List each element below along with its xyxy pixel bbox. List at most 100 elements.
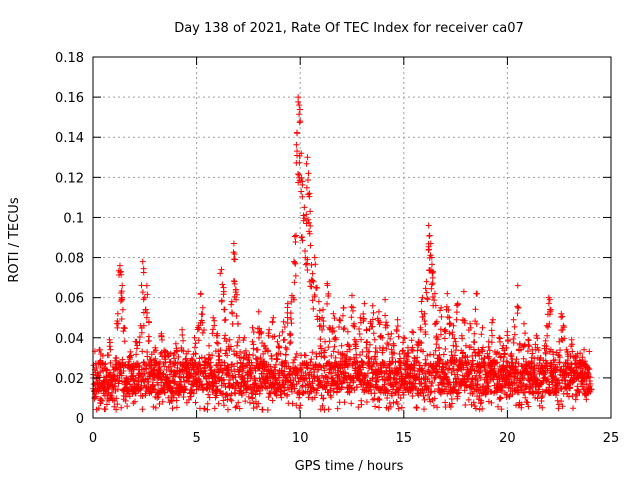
- data-point: [199, 311, 206, 318]
- data-point: [406, 379, 413, 386]
- data-point: [123, 375, 130, 382]
- chart-title: Day 138 of 2021, Rate Of TEC Index for r…: [174, 21, 524, 36]
- data-point: [112, 365, 119, 372]
- data-point: [249, 324, 256, 331]
- data-point: [259, 362, 266, 369]
- data-point: [97, 399, 104, 406]
- data-point: [232, 390, 239, 397]
- data-point: [559, 403, 566, 410]
- data-point: [234, 360, 241, 367]
- data-point: [287, 315, 294, 322]
- data-point: [157, 350, 164, 357]
- data-point: [124, 387, 131, 394]
- data-point: [278, 394, 285, 401]
- data-point: [428, 372, 435, 379]
- data-point: [298, 383, 305, 390]
- data-point: [294, 370, 301, 377]
- data-point: [115, 380, 122, 387]
- data-point: [237, 364, 244, 371]
- data-point: [296, 111, 303, 118]
- data-point: [203, 384, 210, 391]
- data-point: [262, 380, 269, 387]
- data-point: [477, 386, 484, 393]
- data-point: [232, 286, 239, 293]
- data-point: [291, 296, 298, 303]
- data-point: [351, 323, 358, 330]
- data-point: [241, 350, 248, 357]
- data-point: [306, 219, 313, 226]
- data-point: [506, 393, 513, 400]
- data-point: [255, 308, 262, 315]
- data-point: [413, 404, 420, 411]
- data-point: [133, 345, 140, 352]
- data-point: [471, 367, 478, 374]
- data-point: [103, 367, 110, 374]
- data-point: [122, 393, 129, 400]
- data-point: [379, 349, 386, 356]
- data-point: [399, 347, 406, 354]
- data-point: [183, 360, 190, 367]
- data-point: [152, 344, 159, 351]
- data-point: [432, 347, 439, 354]
- x-tick-label: 20: [499, 431, 516, 446]
- data-point: [382, 296, 389, 303]
- data-point: [431, 388, 438, 395]
- data-point: [228, 301, 235, 308]
- data-point: [188, 389, 195, 396]
- data-point: [250, 341, 257, 348]
- data-point: [197, 361, 204, 368]
- data-point: [243, 386, 250, 393]
- data-point: [182, 385, 189, 392]
- data-point: [169, 398, 176, 405]
- data-point: [165, 364, 172, 371]
- data-point: [148, 389, 155, 396]
- data-point: [352, 345, 359, 352]
- data-point: [233, 291, 240, 298]
- data-point: [204, 400, 211, 407]
- data-point: [396, 387, 403, 394]
- data-point: [97, 368, 104, 375]
- data-point: [311, 368, 318, 375]
- data-point: [251, 384, 258, 391]
- data-point: [284, 391, 291, 398]
- data-point: [279, 328, 286, 335]
- data-point: [94, 380, 101, 387]
- data-point: [287, 310, 294, 317]
- data-point: [295, 98, 302, 105]
- data-point: [192, 399, 199, 406]
- data-point: [543, 360, 550, 367]
- data-point: [252, 391, 259, 398]
- data-point: [156, 400, 163, 407]
- data-point: [265, 377, 272, 384]
- data-point: [226, 376, 233, 383]
- data-point: [192, 350, 199, 357]
- data-point: [280, 387, 287, 394]
- data-point: [298, 368, 305, 375]
- data-point: [150, 357, 157, 364]
- data-point: [293, 129, 300, 136]
- data-point: [282, 344, 289, 351]
- data-point: [238, 373, 245, 380]
- data-point: [348, 400, 355, 407]
- data-point: [388, 330, 395, 337]
- data-point: [102, 405, 109, 412]
- data-point: [495, 403, 502, 410]
- data-point: [316, 316, 323, 323]
- data-point: [328, 394, 335, 401]
- data-point: [281, 359, 288, 366]
- data-point: [544, 378, 551, 385]
- data-point: [201, 327, 208, 334]
- data-point: [289, 400, 296, 407]
- data-point: [180, 337, 187, 344]
- data-point: [239, 375, 246, 382]
- data-point: [454, 371, 461, 378]
- data-point: [293, 232, 300, 239]
- data-point: [135, 381, 142, 388]
- data-point: [424, 384, 431, 391]
- data-point: [321, 354, 328, 361]
- data-point: [259, 363, 266, 370]
- data-point: [270, 314, 277, 321]
- data-point: [141, 370, 148, 377]
- data-point: [108, 395, 115, 402]
- data-point: [179, 331, 186, 338]
